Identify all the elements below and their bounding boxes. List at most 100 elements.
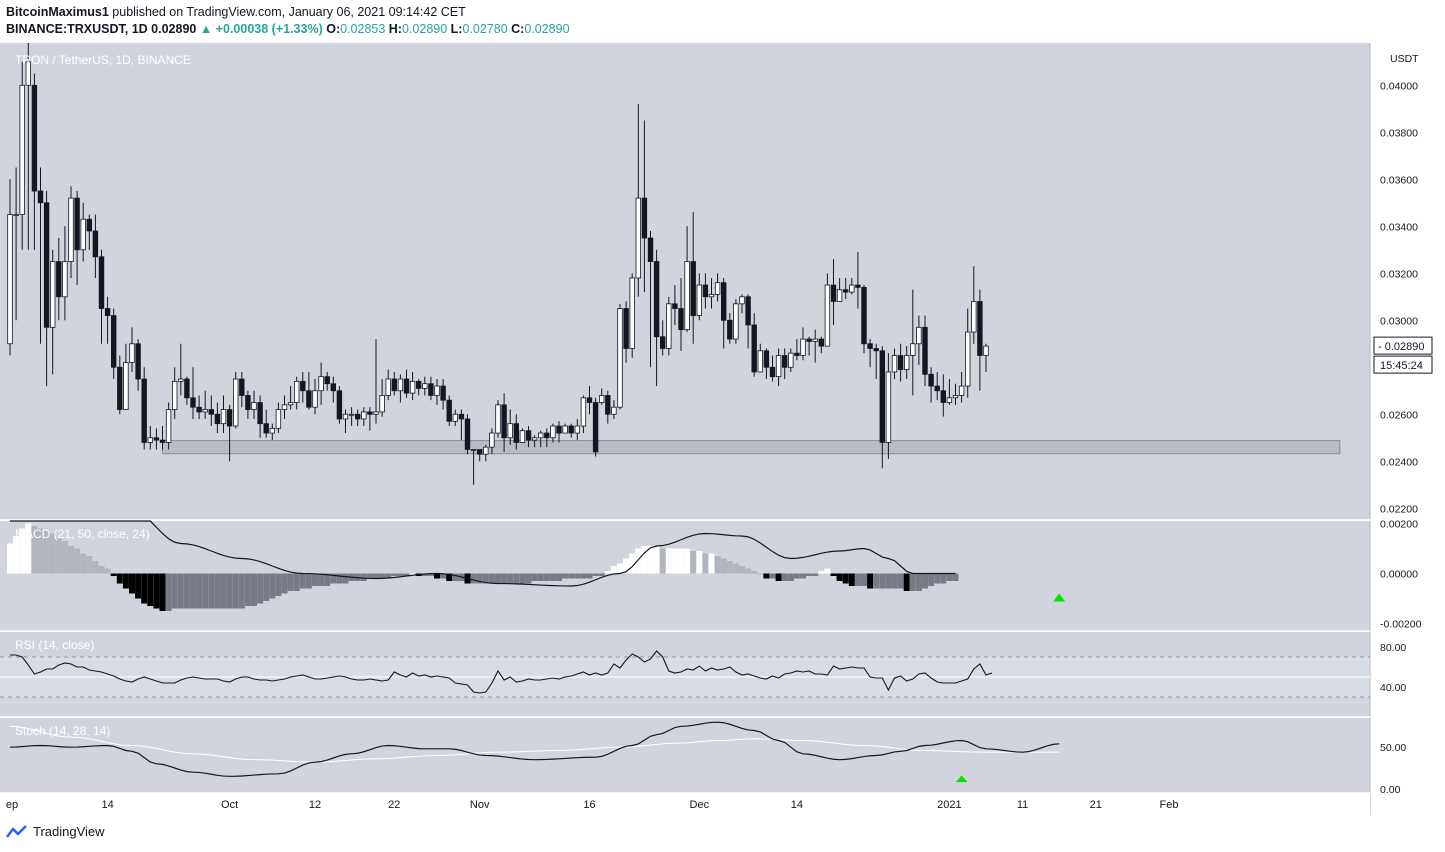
price-tick-label: 0.04000	[1380, 80, 1418, 92]
candle-body	[31, 84, 38, 192]
macd-histogram-bar	[671, 548, 678, 574]
price-tick-label: 0.03600	[1380, 174, 1418, 186]
candle-body	[971, 301, 977, 333]
price-tick-label: 0.02600	[1380, 409, 1418, 421]
published-text: published on TradingView.com, January 06…	[112, 5, 466, 19]
macd-histogram-bar	[92, 561, 99, 574]
macd-histogram-bar	[751, 571, 758, 574]
macd-histogram-bar	[336, 573, 343, 584]
macd-histogram-bar	[946, 573, 953, 581]
high-value: 0.02890	[401, 22, 448, 36]
macd-histogram-bar	[891, 573, 898, 589]
macd-histogram-bar	[867, 573, 874, 589]
candle-body	[446, 399, 452, 422]
candle-body	[653, 261, 660, 338]
price-tick-label: 0.03800	[1380, 127, 1418, 139]
candle-body	[129, 343, 135, 363]
macd-histogram-bar	[714, 556, 721, 574]
price-tick-label: 0.02200	[1380, 503, 1418, 515]
macd-histogram-bar	[598, 573, 605, 576]
candle-body	[629, 277, 635, 349]
candle-body	[135, 343, 141, 380]
candle-body	[361, 411, 367, 420]
candle-body	[263, 423, 269, 434]
time-tick-label: Nov	[470, 799, 490, 811]
author-name[interactable]: BitcoinMaximus1	[6, 5, 109, 19]
candle-body	[885, 371, 892, 443]
macd-histogram-bar	[86, 556, 93, 574]
candle-body	[415, 380, 422, 389]
candle-body	[239, 378, 245, 396]
macd-histogram-bar	[934, 573, 941, 584]
macd-pane-title: MACD (21, 50, close, 24)	[15, 527, 150, 541]
candle-body	[696, 284, 702, 316]
candle-body	[483, 446, 489, 455]
change-value: +0.00038 (+1.33%)	[215, 22, 323, 36]
candle-body	[580, 397, 587, 427]
macd-tick-label: 0.00000	[1380, 569, 1418, 581]
price-tick-label: 0.03000	[1380, 315, 1418, 327]
rsi-line	[10, 650, 993, 694]
macd-histogram-bar	[403, 573, 410, 576]
macd-histogram-bar	[592, 573, 599, 576]
macd-histogram-bar	[37, 528, 44, 574]
candle-body	[159, 439, 166, 443]
macd-histogram-bar	[116, 573, 123, 584]
macd-histogram-bar	[513, 573, 520, 584]
candle-body	[513, 423, 519, 443]
macd-histogram-bar	[74, 548, 81, 574]
chart-area[interactable]: TRON / TetherUS, 1D, BINANCE USDT 0.04000 0…	[0, 38, 1445, 820]
macd-histogram-bar	[208, 573, 215, 609]
candle-body	[458, 413, 465, 420]
macd-histogram-bar	[610, 566, 617, 574]
macd-histogram-bar	[537, 573, 544, 581]
macd-histogram-bar	[427, 573, 434, 576]
macd-histogram-bar	[678, 548, 684, 574]
macd-histogram-bar	[617, 563, 623, 574]
macd-histogram-bar	[7, 543, 13, 574]
candle-body	[769, 366, 776, 378]
publisher-line: BitcoinMaximus1 published on TradingView…	[6, 5, 466, 19]
candle-body	[409, 380, 416, 394]
macd-histogram-bar	[879, 573, 886, 589]
macd-histogram-bar	[556, 573, 562, 581]
macd-line	[10, 520, 956, 587]
macd-tick-label: -0.00200	[1380, 619, 1422, 631]
time-tick-label: Feb	[1160, 799, 1179, 811]
candle-body	[293, 380, 300, 403]
rsi-tick-label: 80.00	[1380, 642, 1406, 654]
macd-histogram-bar	[952, 573, 959, 581]
macd-histogram-bar	[476, 573, 483, 584]
macd-histogram-bar	[232, 573, 239, 609]
macd-histogram-bar	[848, 573, 855, 586]
candle-body	[269, 427, 275, 434]
symbol-line: BINANCE:TRXUSDT, 1D	[6, 22, 148, 36]
candle-body	[403, 378, 410, 394]
macd-histogram-bar	[665, 548, 672, 574]
macd-histogram-bar	[165, 573, 172, 611]
macd-histogram-bar	[19, 528, 26, 574]
macd-histogram-bar	[708, 553, 715, 574]
candle-body	[434, 385, 440, 396]
candle-body	[117, 366, 123, 410]
macd-histogram-bar	[366, 573, 373, 579]
candle-body	[897, 355, 904, 371]
rsi-pane-title: RSI (14, close)	[15, 638, 94, 652]
macd-signal-arrow-icon	[1053, 593, 1066, 602]
candle-body	[220, 409, 227, 425]
candle-body	[940, 390, 946, 403]
macd-histogram-bar	[391, 573, 398, 576]
macd-histogram-bar	[562, 573, 569, 579]
tradingview-logo-icon[interactable]	[6, 824, 28, 839]
time-axis	[0, 794, 1370, 815]
candle-body	[605, 395, 611, 415]
chart-svg[interactable]: TRON / TetherUS, 1D, BINANCE USDT 0.04000 0…	[0, 38, 1445, 815]
time-tick-label: 14	[791, 799, 803, 811]
candle-body	[464, 418, 471, 450]
macd-histogram-bar	[269, 573, 276, 599]
candle-body	[111, 315, 117, 368]
candle-body	[751, 324, 757, 373]
macd-histogram-bar	[781, 573, 788, 581]
macd-histogram-bar	[110, 573, 117, 576]
macd-histogram-bar	[257, 573, 264, 604]
